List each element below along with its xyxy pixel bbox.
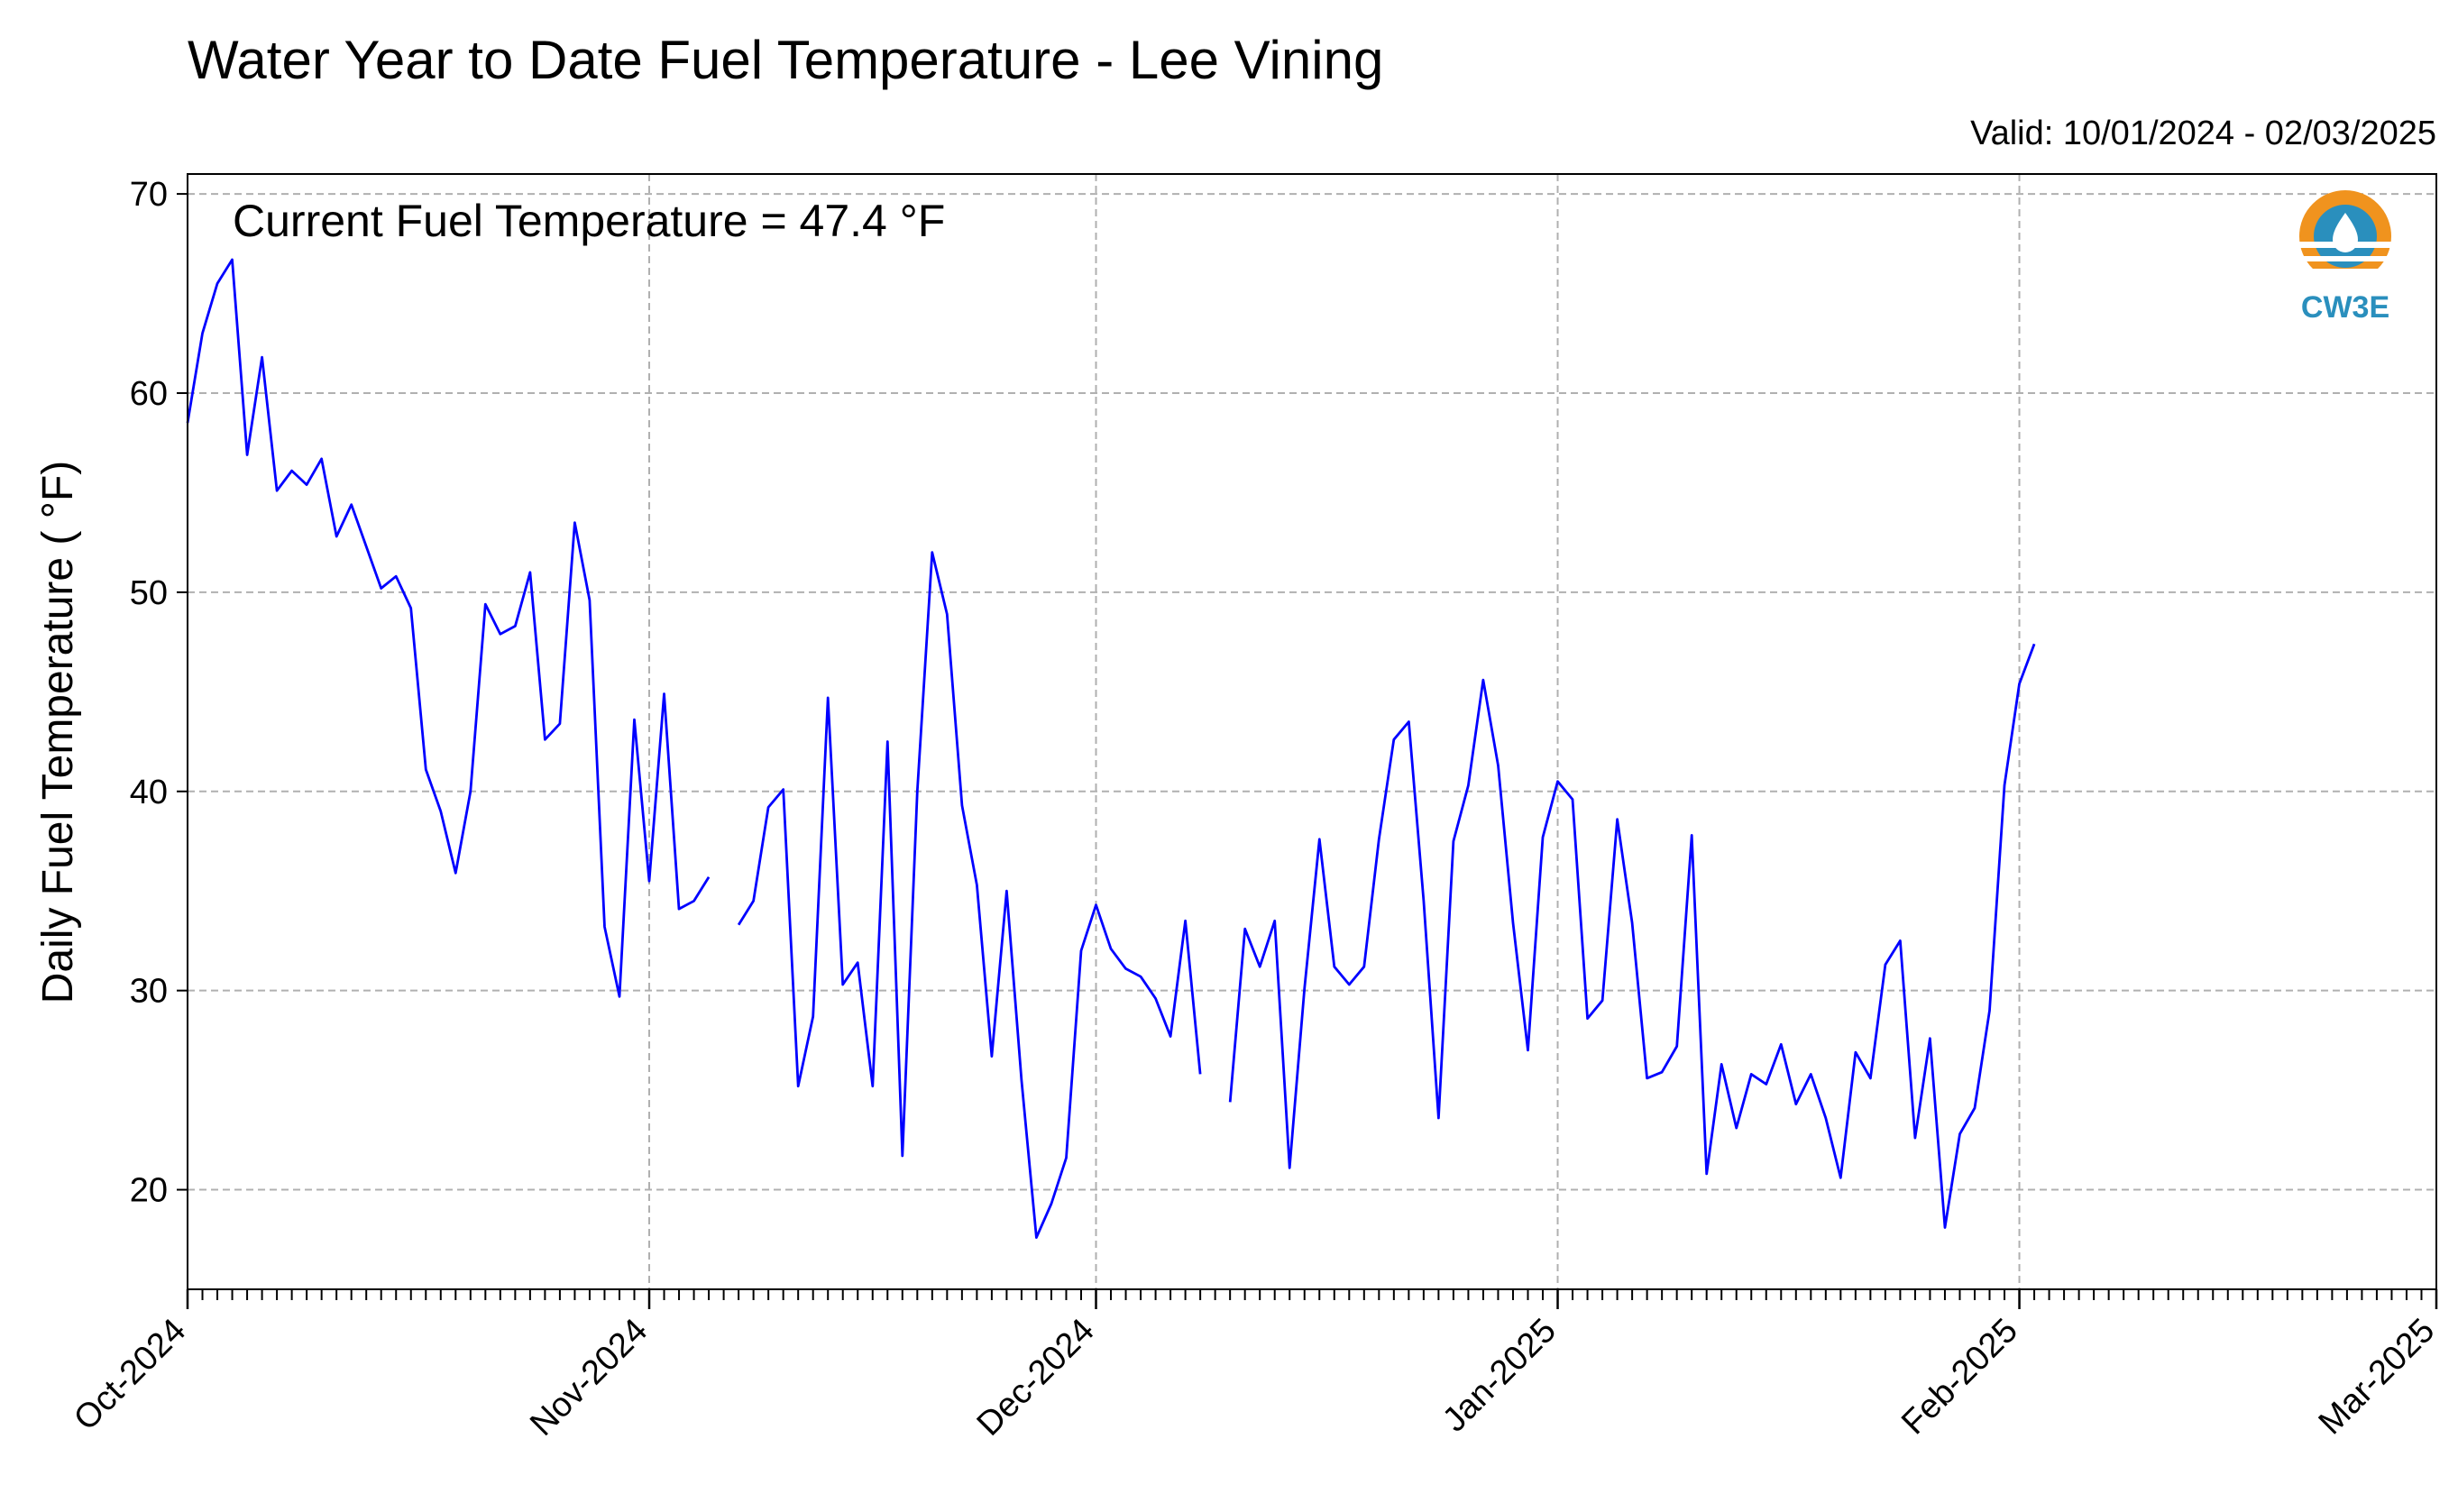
y-tick-label: 60 bbox=[130, 375, 168, 413]
x-tick-label: Dec-2024 bbox=[970, 1312, 1102, 1443]
cw3e-logo: CW3E bbox=[2295, 190, 2396, 325]
y-tick-label: 70 bbox=[130, 176, 168, 214]
plot-frame bbox=[187, 173, 2437, 1290]
grid bbox=[188, 174, 2436, 1289]
chart-title: Water Year to Date Fuel Temperature - Le… bbox=[188, 30, 1383, 90]
y-tick-label: 30 bbox=[130, 973, 168, 1011]
logo-text: CW3E bbox=[2301, 290, 2389, 325]
y-tick-label: 50 bbox=[130, 574, 168, 612]
x-tick-label: Mar-2025 bbox=[2312, 1312, 2443, 1443]
ticks: 20 30 40 50 60 70 Oct-2024 Nov-2024 Dec-2024 Jan-… bbox=[67, 176, 2442, 1443]
logo-water-drop-icon bbox=[2333, 213, 2358, 252]
x-tick-label: Nov-2024 bbox=[523, 1312, 655, 1443]
series-line-segment bbox=[737, 551, 1202, 1239]
x-tick-label: Oct-2024 bbox=[67, 1312, 193, 1438]
series-layer bbox=[186, 258, 2036, 1239]
y-tick-label: 40 bbox=[130, 774, 168, 811]
y-tick-label: 20 bbox=[130, 1172, 168, 1210]
x-tick-label: Jan-2025 bbox=[1435, 1312, 1564, 1440]
current-value-annotation: Current Fuel Temperature = 47.4 °F bbox=[233, 196, 945, 246]
y-axis-label: Daily Fuel Temperature ( °F) bbox=[34, 461, 82, 1003]
valid-range: Valid: 10/01/2024 - 02/03/2025 bbox=[1970, 115, 2436, 152]
x-tick-label: Feb-2025 bbox=[1894, 1312, 2025, 1443]
series-line-segment bbox=[1228, 643, 2036, 1229]
series-line-segment bbox=[186, 258, 711, 998]
